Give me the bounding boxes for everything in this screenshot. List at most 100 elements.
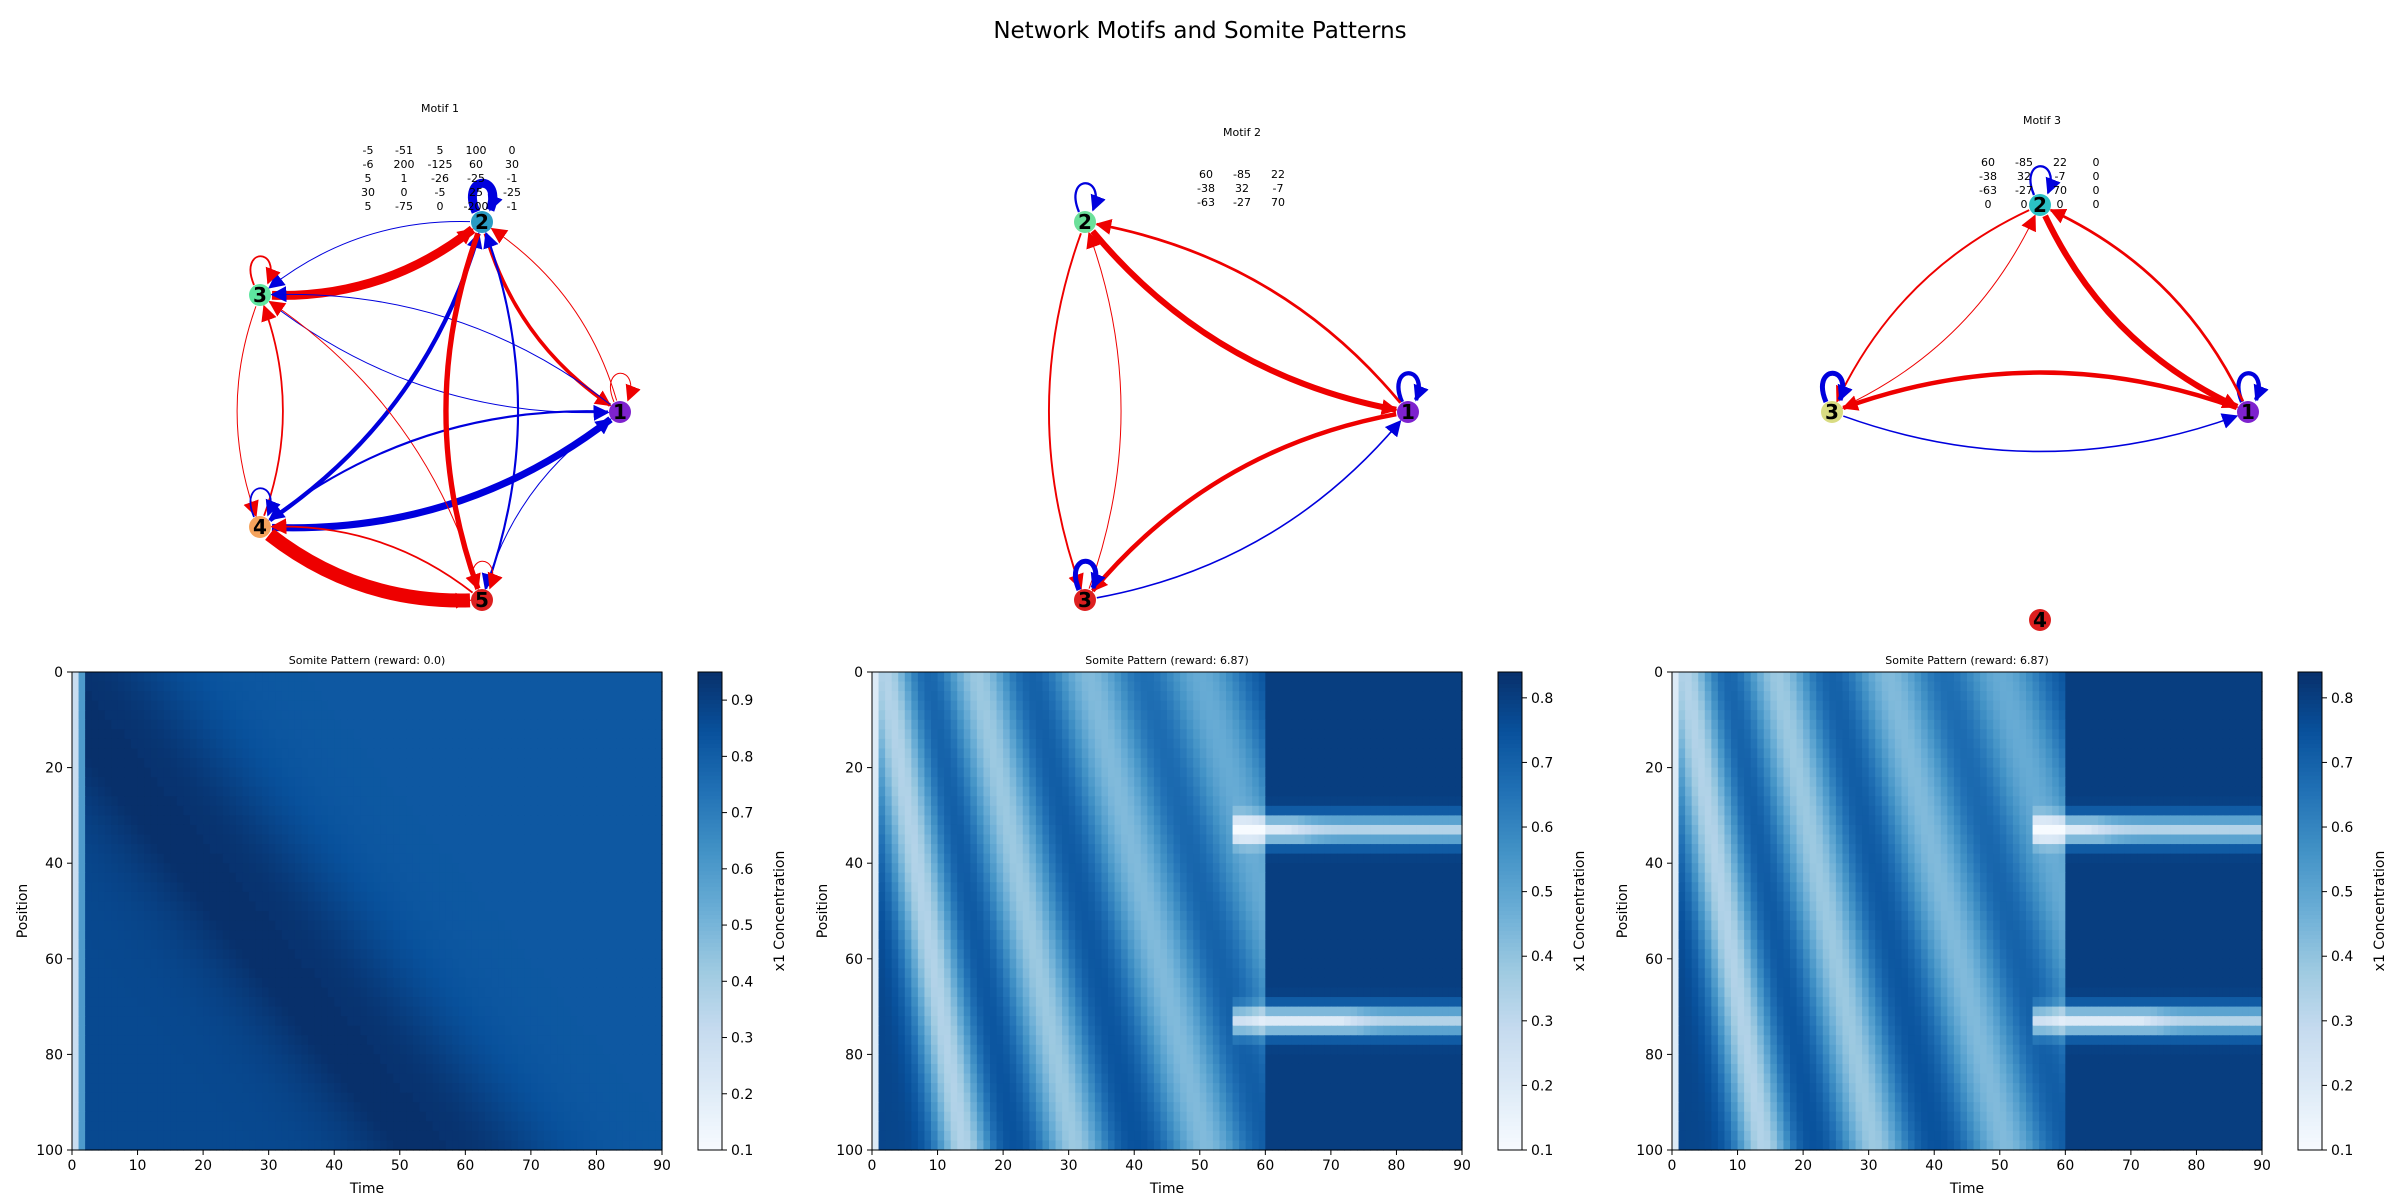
repression-edge: [2042, 214, 2239, 410]
plot-frame: [1671, 671, 2263, 1151]
matrix-row: 60 -85 22: [1122, 168, 1362, 182]
colorbar-tick-label: 0.4: [1531, 949, 1553, 965]
x-tick-label: 30: [1060, 1158, 1078, 1174]
panel-title: Somite Pattern (reward: 6.87): [1885, 654, 2049, 667]
activation-edge: [271, 416, 613, 532]
y-tick-label: 80: [845, 1047, 863, 1063]
colorbar-tick-label: 0.6: [2331, 820, 2353, 836]
network-node: [471, 589, 493, 611]
colorbar-tick-label: 0.3: [2331, 1014, 2353, 1030]
x-axis-label: Time: [349, 1181, 384, 1197]
repression-edge: [1841, 370, 2238, 411]
y-tick-label: 40: [1645, 856, 1663, 872]
motif-3-graph: 1 2 3 4: [1819, 165, 2269, 632]
matrix-cell: -25: [503, 186, 521, 199]
y-tick-label: 40: [845, 856, 863, 872]
repression-edge: [270, 518, 474, 594]
matrix-cell: -51: [395, 144, 413, 157]
colorbar-tick-label: 0.3: [1531, 1014, 1553, 1030]
colorbar-tick-label: 0.2: [731, 1087, 753, 1103]
self-loop-edge: [609, 372, 641, 403]
matrix-cell: 200: [393, 158, 415, 171]
x-axis-label: Time: [1949, 1181, 1984, 1197]
y-tick-label: 0: [854, 665, 863, 681]
repression-edge: [265, 528, 472, 609]
colorbar-tick-label: 0.7: [2331, 755, 2353, 771]
matrix-cell: 1: [400, 172, 408, 185]
motif-title: Motif 3: [2023, 114, 2061, 127]
matrix-cell: 0: [400, 186, 408, 199]
motif-title: Motif 2: [1223, 126, 1261, 139]
activation-edge: [1096, 419, 1402, 599]
self-loop-edge: [471, 560, 503, 591]
colorbar-tick-label: 0.9: [731, 693, 753, 709]
self-loop-edge: [467, 178, 503, 214]
x-tick-label: 50: [391, 1158, 409, 1174]
repression-edge: [261, 304, 284, 517]
matrix-cell: -27: [2015, 184, 2033, 197]
motif-matrix: -5 -51 5 100 0 -6 200 -125 60 30 5 1 -26 -25 -1 30 0 -5 25…: [320, 144, 560, 214]
repression-edge: [1836, 209, 2030, 403]
colorbar-tick-label: 0.3: [731, 1031, 753, 1047]
network-node: [609, 401, 631, 423]
colorbar-tick-label: 0.7: [1531, 755, 1553, 771]
colorbar-tick-label: 0.1: [2331, 1143, 2353, 1159]
matrix-cell: -63: [1979, 184, 1997, 197]
heatmap-panel-3: Somite Pattern (reward: 6.87) 0 10 20 30 40 50…: [1615, 654, 2388, 1197]
matrix-cell: 5: [436, 144, 444, 157]
matrix-cell: -5: [362, 144, 374, 157]
matrix-cell: -26: [431, 172, 449, 185]
matrix-cell: -5: [434, 186, 446, 199]
y-tick-label: 80: [45, 1047, 63, 1063]
node-label: 3: [253, 283, 267, 307]
network-node: [1074, 589, 1096, 611]
colorbar-tick-label: 0.5: [1531, 885, 1553, 901]
matrix-cell: 100: [465, 144, 487, 157]
repression-edge: [1090, 229, 1398, 415]
colorbar-tick-label: 0.6: [731, 862, 753, 878]
matrix-cell: 5: [364, 172, 372, 185]
self-loop-edge: [1819, 370, 1853, 403]
x-tick-label: 0: [68, 1158, 77, 1174]
matrix-cell: 22: [2053, 156, 2067, 169]
panel-title: Somite Pattern (reward: 6.87): [1085, 654, 1249, 667]
repression-edge: [236, 306, 259, 518]
repression-edge: [1842, 214, 2036, 408]
colorbar-tick-label: 0.5: [2331, 885, 2353, 901]
matrix-cell: -63: [1197, 196, 1215, 209]
self-loop-edge: [2029, 165, 2061, 196]
y-tick-label: 40: [45, 856, 63, 872]
y-tick-label: 20: [1645, 761, 1663, 777]
self-loop-edge: [249, 255, 281, 286]
matrix-cell: -75: [395, 200, 413, 213]
matrix-cell: -85: [2015, 156, 2033, 169]
matrix-cell: -85: [1233, 168, 1251, 181]
repression-edge: [2049, 208, 2245, 402]
matrix-row: -6 200 -125 60 30: [320, 158, 560, 172]
matrix-cell: 30: [361, 186, 375, 199]
matrix-cell: 0: [2092, 198, 2100, 211]
y-tick-label: 0: [1654, 665, 1663, 681]
matrix-row: -38 32 -7: [1122, 182, 1362, 196]
network-node: [249, 516, 271, 538]
network-node: [1074, 211, 1096, 233]
y-axis-label: Position: [815, 884, 831, 939]
activation-edge: [481, 418, 611, 591]
matrix-cell: 30: [505, 158, 519, 171]
colorbar-label: x1 Concentration: [772, 851, 788, 972]
node-label: 3: [1825, 400, 1839, 424]
y-axis-label: Position: [15, 884, 31, 939]
x-tick-label: 30: [1860, 1158, 1878, 1174]
matrix-cell: -38: [1197, 182, 1215, 195]
motif-1-label: Motif 1 -5 -51 5 100 0 -6 200 -125 60 30 5 1 -26 -25-…: [320, 74, 560, 228]
repression-edge: [1086, 231, 1122, 589]
matrix-cell: 0: [2092, 184, 2100, 197]
matrix-cell: 5: [364, 200, 372, 213]
matrix-cell: 0: [508, 144, 516, 157]
motif-title: Motif 1: [421, 102, 459, 115]
network-node: [1821, 401, 1843, 423]
self-loop-edge: [1074, 182, 1106, 213]
y-tick-label: 60: [845, 952, 863, 968]
colorbar-tick-label: 0.5: [731, 918, 753, 934]
